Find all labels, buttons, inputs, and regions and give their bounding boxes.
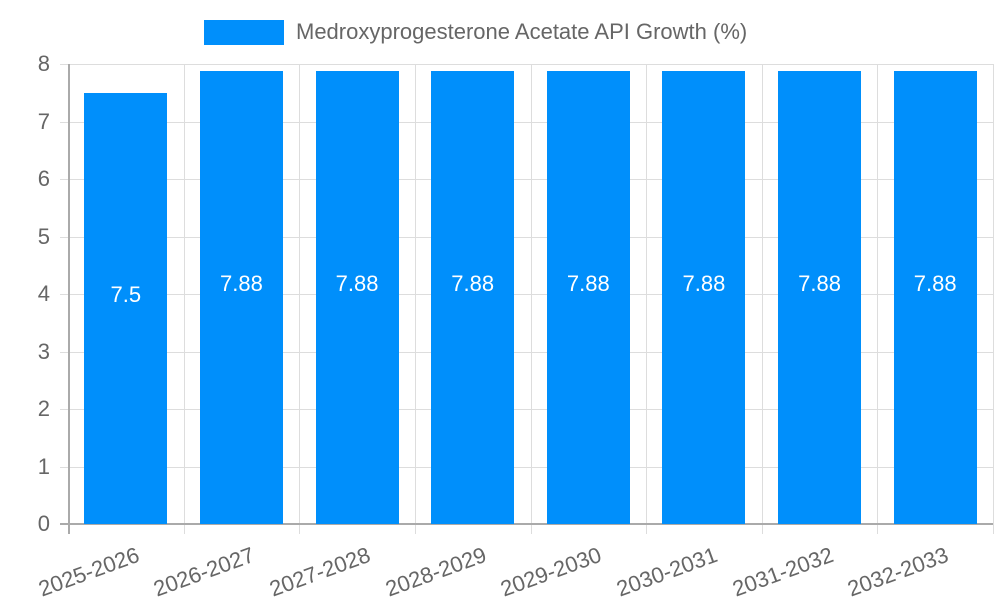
v-gridline bbox=[414, 64, 416, 534]
y-axis bbox=[68, 64, 70, 534]
x-tick-label: 2031-2032 bbox=[728, 542, 837, 602]
x-tick-label: 2025-2026 bbox=[34, 542, 143, 602]
bar-value-label: 7.88 bbox=[913, 271, 957, 297]
bar[interactable]: 7.5 bbox=[84, 92, 168, 524]
legend-label: Medroxyprogesterone Acetate API Growth (… bbox=[296, 19, 748, 44]
bar-value-label: 7.88 bbox=[451, 271, 495, 297]
x-axis bbox=[60, 523, 993, 525]
x-tick-label: 2026-2027 bbox=[150, 542, 258, 602]
h-gridline bbox=[60, 121, 993, 123]
x-tick-label: 2027-2028 bbox=[266, 542, 374, 602]
y-tick-label: 3 bbox=[37, 338, 50, 364]
y-tick-label: 8 bbox=[37, 51, 50, 76]
y-tick-label: 2 bbox=[37, 396, 50, 421]
y-tick-label: 0 bbox=[37, 511, 50, 536]
v-gridline bbox=[299, 64, 301, 534]
y-tick-label: 7 bbox=[37, 108, 50, 134]
bar[interactable]: 7.88 bbox=[315, 70, 399, 524]
bar[interactable]: 7.88 bbox=[662, 70, 746, 524]
bar-value-label: 7.88 bbox=[335, 271, 379, 297]
bar[interactable]: 7.88 bbox=[893, 70, 977, 524]
v-gridline bbox=[183, 64, 185, 534]
x-tick-label: 2028-2029 bbox=[381, 542, 490, 602]
x-tick-label: 2030-2031 bbox=[613, 542, 721, 602]
bar-value-label: 7.88 bbox=[682, 271, 726, 297]
v-gridline bbox=[761, 64, 763, 534]
h-gridline bbox=[60, 294, 993, 295]
h-gridline bbox=[60, 466, 993, 468]
legend-swatch bbox=[204, 19, 284, 45]
y-tick-label: 6 bbox=[37, 166, 50, 191]
bar-value-label: 7.88 bbox=[798, 271, 841, 297]
h-gridline bbox=[60, 351, 993, 353]
bar[interactable]: 7.88 bbox=[199, 70, 283, 524]
bar[interactable]: 7.88 bbox=[778, 70, 862, 524]
h-gridline bbox=[60, 179, 993, 180]
bar-value-label: 7.5 bbox=[110, 282, 142, 308]
plot-area: 0 1 2 3 4 5 6 7 8 7.5 2025-2026 7.88 2026-2027 7.88 20… bbox=[35, 51, 994, 601]
x-tick-label: 2032-2033 bbox=[844, 542, 952, 602]
h-gridline bbox=[60, 409, 993, 410]
v-gridline bbox=[993, 64, 994, 534]
v-gridline bbox=[877, 64, 879, 534]
h-gridline bbox=[60, 64, 993, 65]
y-tick-label: 4 bbox=[37, 281, 50, 306]
y-tick-label: 1 bbox=[37, 453, 50, 479]
v-gridline bbox=[646, 64, 648, 534]
bar[interactable]: 7.88 bbox=[546, 70, 630, 524]
bar-value-label: 7.88 bbox=[220, 271, 263, 297]
bar[interactable]: 7.88 bbox=[431, 70, 515, 524]
bar-value-label: 7.88 bbox=[566, 271, 610, 297]
h-gridline bbox=[60, 236, 993, 238]
x-tick-label: 2029-2030 bbox=[497, 542, 605, 602]
y-tick-label: 5 bbox=[37, 223, 50, 249]
chart-legend[interactable]: Medroxyprogesterone Acetate API Growth (… bbox=[204, 19, 747, 45]
v-gridline bbox=[530, 64, 532, 534]
